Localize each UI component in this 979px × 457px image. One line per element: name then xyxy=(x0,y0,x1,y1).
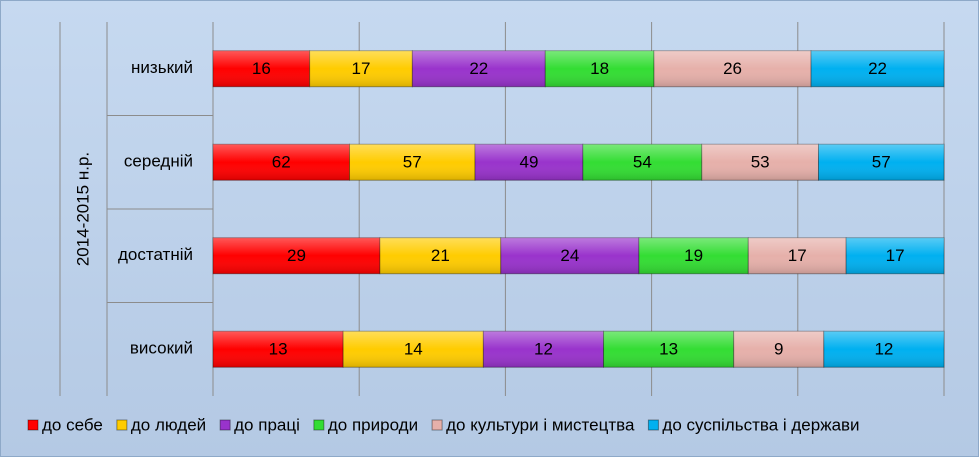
value-label: 9 xyxy=(774,340,783,359)
legend-swatch xyxy=(27,419,39,431)
legend-swatch xyxy=(431,419,443,431)
bar-shine xyxy=(654,50,812,87)
bar-shine xyxy=(701,144,819,181)
value-label: 57 xyxy=(403,153,422,172)
legend-label: до природи xyxy=(328,415,418,434)
value-label: 13 xyxy=(659,340,678,359)
bar-shine xyxy=(823,331,944,368)
bar-shine xyxy=(638,237,749,274)
value-label: 17 xyxy=(788,246,807,265)
value-label: 22 xyxy=(868,59,887,78)
value-label: 17 xyxy=(886,246,905,265)
value-label: 54 xyxy=(633,153,652,172)
value-label: 13 xyxy=(269,340,288,359)
legend-swatch xyxy=(116,419,128,431)
value-label: 14 xyxy=(404,340,423,359)
bar-shine xyxy=(811,50,944,87)
bar-shine xyxy=(213,144,350,181)
legend-label: до себе xyxy=(42,415,103,434)
bar-shine xyxy=(213,331,344,368)
value-label: 19 xyxy=(684,246,703,265)
bar-shine xyxy=(545,50,655,87)
value-label: 12 xyxy=(534,340,553,359)
legend-label: до людей xyxy=(131,415,206,434)
bar-shine xyxy=(748,237,847,274)
value-label: 57 xyxy=(872,153,891,172)
group-label: 2014-2015 н.р. xyxy=(73,152,92,266)
value-label: 17 xyxy=(352,59,371,78)
bar-shine xyxy=(582,144,702,181)
bar-shine xyxy=(379,237,501,274)
bar-shine xyxy=(603,331,734,368)
legend-swatch xyxy=(647,419,659,431)
bar-shine xyxy=(818,144,944,181)
value-label: 18 xyxy=(590,59,609,78)
value-label: 29 xyxy=(287,246,306,265)
legend-label: до суспільства і держави xyxy=(662,415,859,434)
y-tick-label: низький xyxy=(131,58,193,77)
y-tick-label: достатній xyxy=(118,245,193,264)
legend-label: до культури і мистецтва xyxy=(446,415,635,434)
bar-shine xyxy=(846,237,944,274)
y-tick-label: високий xyxy=(130,339,193,358)
bar-shine xyxy=(412,50,546,87)
y-tick-label: середній xyxy=(124,152,193,171)
value-label: 22 xyxy=(469,59,488,78)
value-label: 24 xyxy=(560,246,579,265)
legend-label: до праці xyxy=(234,415,300,434)
bar-shine xyxy=(343,331,484,368)
bar-shine xyxy=(309,50,413,87)
value-label: 62 xyxy=(272,153,291,172)
bar-shine xyxy=(483,331,604,368)
bar-shine xyxy=(475,144,583,181)
value-label: 26 xyxy=(723,59,742,78)
bar-shine xyxy=(213,50,310,87)
legend-swatch xyxy=(219,419,231,431)
bar-shine xyxy=(500,237,639,274)
value-label: 21 xyxy=(431,246,450,265)
bar-shine xyxy=(733,331,824,368)
legend-swatch xyxy=(313,419,325,431)
value-label: 49 xyxy=(519,153,538,172)
value-label: 53 xyxy=(751,153,770,172)
value-label: 16 xyxy=(252,59,271,78)
value-label: 12 xyxy=(874,340,893,359)
bar-shine xyxy=(213,237,380,274)
bar-shine xyxy=(349,144,476,181)
